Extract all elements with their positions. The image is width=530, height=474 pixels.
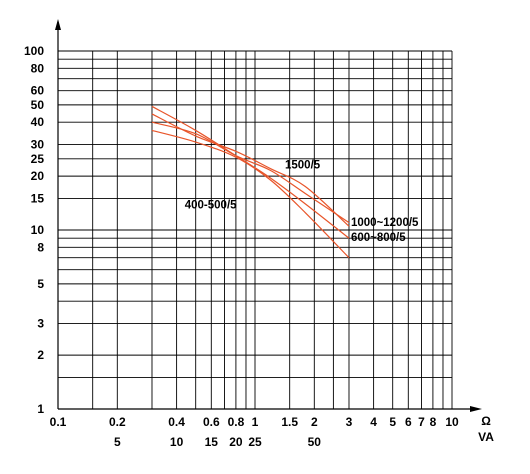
curve-label: 400-500/5 <box>185 199 237 211</box>
y-tick-label: 15 <box>31 191 45 205</box>
x-tick-label: 0.6 <box>203 415 220 429</box>
y-tick-label: 50 <box>31 98 45 112</box>
y-tick-label: 2 <box>37 348 44 362</box>
y-tick-label: 40 <box>31 115 45 129</box>
x2-tick-label: 25 <box>248 435 262 449</box>
series-line <box>151 121 350 224</box>
grid <box>57 50 453 410</box>
series-lines <box>151 105 350 259</box>
x-tick-label: 3 <box>346 415 353 429</box>
curve-label: 600~800/5 <box>351 232 406 244</box>
y-tick-label: 10 <box>31 223 45 237</box>
x-tick-label: 8 <box>430 415 437 429</box>
x2-unit-label: VA <box>478 430 494 444</box>
y-tick-label: 20 <box>31 169 45 183</box>
x-tick-label: 2 <box>311 415 318 429</box>
x2-tick-label: 10 <box>170 435 184 449</box>
y-tick-label: 3 <box>37 317 44 331</box>
x-tick-label: 1 <box>252 415 259 429</box>
x-tick-label: 0.2 <box>109 415 126 429</box>
y-tick-label: 1 <box>37 402 44 416</box>
x-tick-label: 0.4 <box>168 415 185 429</box>
x-tick-label: 6 <box>405 415 412 429</box>
y-axis-arrow-icon <box>55 19 61 30</box>
axes <box>55 19 482 412</box>
curve-label: 1000~1200/5 <box>351 217 419 229</box>
x-tick-label: 4 <box>370 415 377 429</box>
y-tick-label: 100 <box>24 44 44 58</box>
x-tick-label: 1.5 <box>281 415 298 429</box>
x-tick-label: 0.8 <box>228 415 245 429</box>
y-tick-label: 5 <box>37 277 44 291</box>
x-tick-label: 0.1 <box>50 415 67 429</box>
annotations: 1500/5 400-500/5 1000~1200/5 600~800/5 <box>185 160 419 244</box>
x2-tick-label: 5 <box>114 435 121 449</box>
y-tick-label: 60 <box>31 84 45 98</box>
x2-tick-label: 50 <box>308 435 322 449</box>
series-line <box>151 113 350 227</box>
y-tick-label: 30 <box>31 138 45 152</box>
curve-label: 1500/5 <box>285 160 321 172</box>
y-tick-label: 80 <box>31 61 45 75</box>
x-tick-label: 5 <box>389 415 396 429</box>
x-axis-arrow-icon <box>470 406 482 412</box>
x2-tick-label: 20 <box>229 435 243 449</box>
series-line <box>151 105 350 239</box>
x2-tick-label: 15 <box>205 435 219 449</box>
x-tick-label: 7 <box>418 415 425 429</box>
y-tick-label: 25 <box>31 152 45 166</box>
x-tick-label: 10 <box>445 415 459 429</box>
y-tick-label: 8 <box>37 240 44 254</box>
x-unit-label: Ω <box>481 414 491 428</box>
